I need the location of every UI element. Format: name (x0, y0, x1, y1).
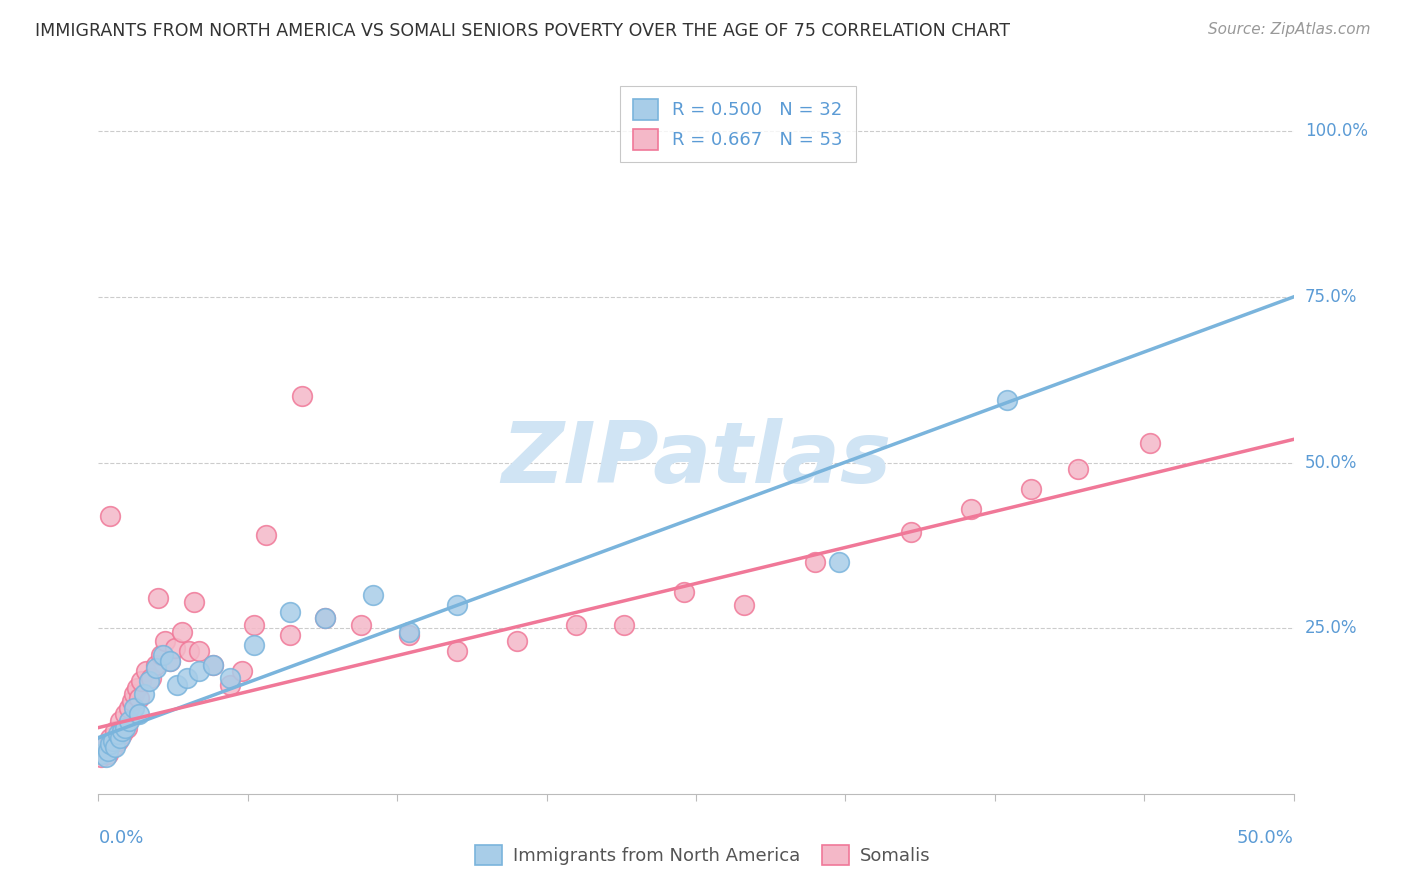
Point (187, 644, 209, 658)
Point (159, 654, 181, 668)
Text: 75.0%: 75.0% (1305, 288, 1357, 306)
Point (148, 591, 170, 606)
Point (828, 555, 851, 569)
Text: 100.0%: 100.0% (1305, 122, 1368, 140)
Point (114, 707, 136, 722)
Point (94, 737, 117, 751)
Text: IMMIGRANTS FROM NORTH AMERICA VS SOMALI SENIORS POVERTY OVER THE AGE OF 75 CORRE: IMMIGRANTS FROM NORTH AMERICA VS SOMALI … (35, 22, 1010, 40)
Point (506, 634, 529, 648)
Point (1067, 462, 1090, 476)
Point (145, 661, 167, 675)
Point (673, 584, 696, 599)
Point (187, 665, 209, 679)
Point (172, 624, 194, 639)
Point (97, 744, 120, 758)
Point (131, 674, 153, 689)
Point (101, 740, 124, 755)
Point (118, 714, 141, 728)
Point (91, 744, 114, 758)
Point (107, 727, 129, 741)
Point (132, 688, 155, 702)
Point (98, 737, 122, 751)
Point (446, 644, 468, 658)
Point (111, 723, 134, 738)
Text: 25.0%: 25.0% (1305, 619, 1357, 637)
Point (114, 721, 136, 735)
Point (98, 731, 122, 745)
Point (231, 665, 253, 679)
Point (118, 700, 141, 714)
Point (900, 525, 922, 540)
Point (243, 638, 266, 652)
Point (97, 747, 120, 761)
Point (145, 657, 167, 672)
Point (243, 618, 266, 632)
Point (124, 700, 146, 714)
Point (398, 624, 420, 639)
Point (135, 665, 157, 679)
Point (108, 714, 131, 728)
Point (960, 502, 983, 516)
Point (98, 508, 122, 523)
Point (139, 671, 162, 685)
Point (398, 628, 420, 642)
Point (121, 694, 143, 708)
Point (155, 634, 177, 648)
Legend: R = 0.500   N = 32, R = 0.667   N = 53: R = 0.500 N = 32, R = 0.667 N = 53 (620, 87, 855, 162)
Point (733, 598, 755, 612)
Point (111, 727, 134, 741)
Point (202, 657, 225, 672)
Point (219, 677, 242, 691)
Text: 0.0%: 0.0% (98, 829, 143, 847)
Point (183, 595, 205, 609)
Point (315, 611, 337, 625)
Point (278, 605, 301, 619)
Point (159, 654, 181, 668)
Point (219, 671, 242, 685)
Point (152, 648, 174, 662)
Point (179, 644, 201, 658)
Text: ZIPatlas: ZIPatlas (501, 418, 891, 501)
Point (90, 747, 112, 761)
Point (128, 690, 150, 705)
Text: 50.0%: 50.0% (1237, 829, 1294, 847)
Point (363, 588, 385, 602)
Point (104, 723, 127, 738)
Text: Source: ZipAtlas.com: Source: ZipAtlas.com (1208, 22, 1371, 37)
Point (176, 671, 198, 685)
Point (166, 677, 188, 691)
Point (115, 721, 138, 735)
Point (101, 734, 124, 748)
Point (995, 392, 1018, 407)
Point (125, 681, 148, 695)
Point (315, 611, 337, 625)
Point (124, 688, 146, 702)
Point (291, 389, 314, 403)
Point (613, 618, 636, 632)
Point (278, 628, 301, 642)
Point (565, 618, 588, 632)
Point (149, 648, 172, 662)
Legend: Immigrants from North America, Somalis: Immigrants from North America, Somalis (468, 838, 938, 872)
Point (91, 740, 114, 755)
Point (254, 528, 277, 542)
Point (107, 734, 129, 748)
Point (138, 674, 160, 689)
Point (94, 750, 117, 764)
Point (108, 731, 131, 745)
Point (446, 598, 468, 612)
Point (104, 740, 127, 755)
Point (804, 555, 827, 569)
Text: 50.0%: 50.0% (1305, 453, 1357, 472)
Point (350, 618, 373, 632)
Point (128, 707, 150, 722)
Point (202, 657, 225, 672)
Point (163, 641, 186, 656)
Point (1139, 435, 1161, 450)
Point (90, 750, 112, 764)
Point (1019, 482, 1042, 496)
